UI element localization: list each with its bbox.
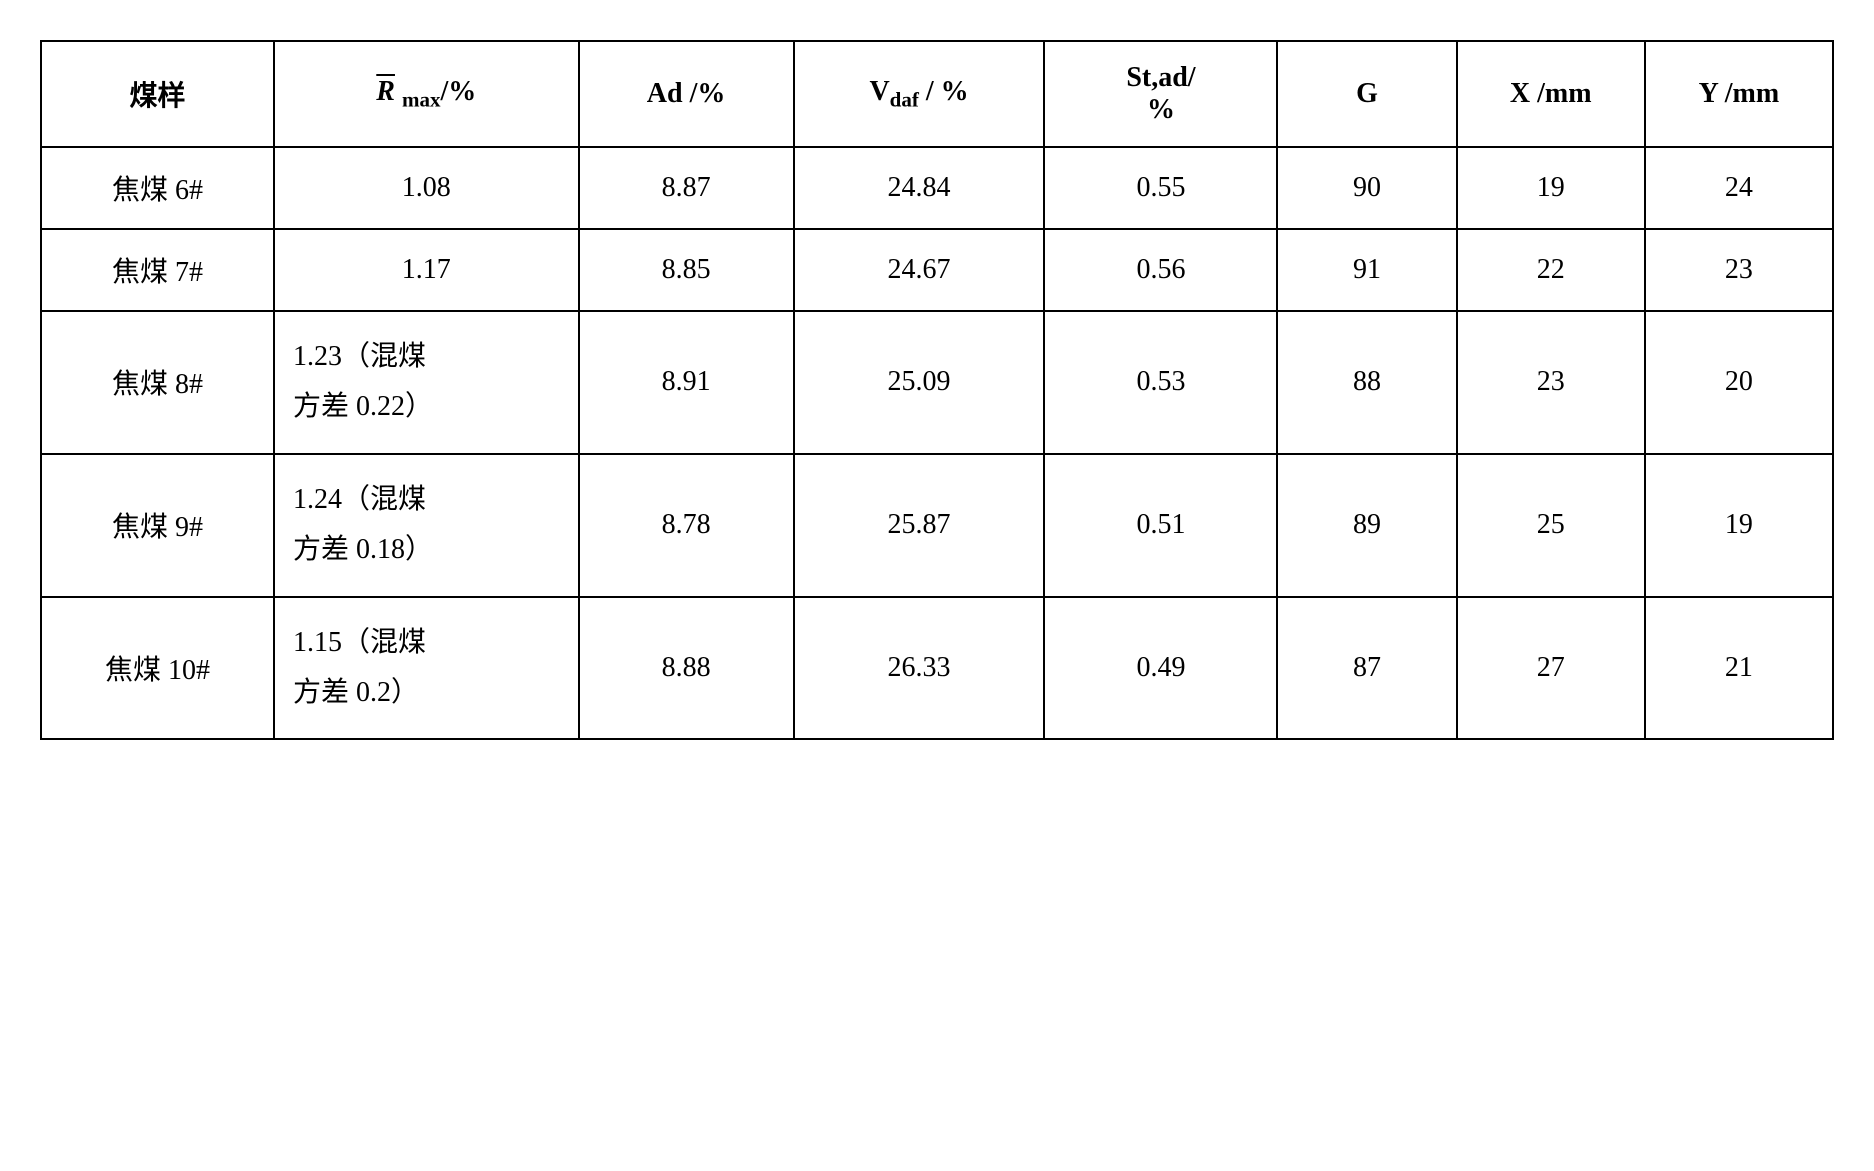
table-body: 焦煤 6# 1.08 8.87 24.84 0.55 90 19 24 焦煤 7… <box>41 147 1833 739</box>
cell-rmax: 1.17 <box>274 229 579 311</box>
cell-sample: 焦煤 6# <box>41 147 274 229</box>
cell-x: 23 <box>1457 311 1645 454</box>
cell-ad: 8.88 <box>579 597 794 740</box>
cell-vdaf: 24.67 <box>794 229 1045 311</box>
cell-stad: 0.51 <box>1044 454 1277 597</box>
cell-vdaf: 25.09 <box>794 311 1045 454</box>
cell-y: 19 <box>1645 454 1833 597</box>
cell-g: 89 <box>1277 454 1456 597</box>
cell-rmax: 1.23（混煤 方差 0.22） <box>274 311 579 454</box>
cell-rmax: 1.24（混煤 方差 0.18） <box>274 454 579 597</box>
header-rmax-sub: max <box>402 87 441 111</box>
header-sample: 煤样 <box>41 41 274 147</box>
cell-stad: 0.49 <box>1044 597 1277 740</box>
header-vdaf-sub: daf <box>890 87 919 111</box>
cell-sample: 焦煤 7# <box>41 229 274 311</box>
cell-ad: 8.78 <box>579 454 794 597</box>
header-rmax: R max/% <box>274 41 579 147</box>
cell-y: 21 <box>1645 597 1833 740</box>
cell-stad: 0.55 <box>1044 147 1277 229</box>
cell-rmax-line2: 方差 0.18） <box>293 534 433 565</box>
header-g: G <box>1277 41 1456 147</box>
header-vdaf-suffix: / % <box>919 76 969 107</box>
cell-ad: 8.91 <box>579 311 794 454</box>
cell-ad: 8.85 <box>579 229 794 311</box>
table-row: 焦煤 8# 1.23（混煤 方差 0.22） 8.91 25.09 0.53 8… <box>41 311 1833 454</box>
cell-rmax-line1: 1.24（混煤 <box>293 484 426 515</box>
cell-x: 22 <box>1457 229 1645 311</box>
table-header-row: 煤样 R max/% Ad /% Vdaf / % St,ad/ % G X /… <box>41 41 1833 147</box>
header-stad: St,ad/ % <box>1044 41 1277 147</box>
cell-vdaf: 26.33 <box>794 597 1045 740</box>
cell-x: 19 <box>1457 147 1645 229</box>
cell-y: 23 <box>1645 229 1833 311</box>
cell-rmax: 1.08 <box>274 147 579 229</box>
cell-vdaf: 24.84 <box>794 147 1045 229</box>
header-vdaf-symbol: V <box>869 76 889 107</box>
cell-rmax-line2: 方差 0.22） <box>293 391 433 422</box>
header-stad-line2: % <box>1147 94 1175 125</box>
cell-sample: 焦煤 8# <box>41 311 274 454</box>
cell-stad: 0.56 <box>1044 229 1277 311</box>
cell-rmax-line2: 方差 0.2） <box>293 677 419 708</box>
header-vdaf: Vdaf / % <box>794 41 1045 147</box>
cell-rmax-line1: 1.15（混煤 <box>293 627 426 658</box>
coal-properties-table: 煤样 R max/% Ad /% Vdaf / % St,ad/ % G X /… <box>40 40 1834 740</box>
cell-y: 24 <box>1645 147 1833 229</box>
table-row: 焦煤 7# 1.17 8.85 24.67 0.56 91 22 23 <box>41 229 1833 311</box>
cell-stad: 0.53 <box>1044 311 1277 454</box>
cell-sample: 焦煤 9# <box>41 454 274 597</box>
cell-vdaf: 25.87 <box>794 454 1045 597</box>
cell-ad: 8.87 <box>579 147 794 229</box>
table-row: 焦煤 9# 1.24（混煤 方差 0.18） 8.78 25.87 0.51 8… <box>41 454 1833 597</box>
cell-rmax-line1: 1.23（混煤 <box>293 341 426 372</box>
header-y: Y /mm <box>1645 41 1833 147</box>
cell-rmax: 1.15（混煤 方差 0.2） <box>274 597 579 740</box>
header-x: X /mm <box>1457 41 1645 147</box>
header-ad: Ad /% <box>579 41 794 147</box>
cell-g: 91 <box>1277 229 1456 311</box>
cell-x: 25 <box>1457 454 1645 597</box>
cell-y: 20 <box>1645 311 1833 454</box>
cell-sample: 焦煤 10# <box>41 597 274 740</box>
cell-g: 90 <box>1277 147 1456 229</box>
table-row: 焦煤 10# 1.15（混煤 方差 0.2） 8.88 26.33 0.49 8… <box>41 597 1833 740</box>
cell-g: 88 <box>1277 311 1456 454</box>
cell-g: 87 <box>1277 597 1456 740</box>
header-rmax-symbol: R <box>376 76 395 107</box>
header-stad-line1: St,ad/ <box>1126 62 1195 93</box>
cell-x: 27 <box>1457 597 1645 740</box>
table-row: 焦煤 6# 1.08 8.87 24.84 0.55 90 19 24 <box>41 147 1833 229</box>
header-rmax-suffix: /% <box>440 76 476 107</box>
